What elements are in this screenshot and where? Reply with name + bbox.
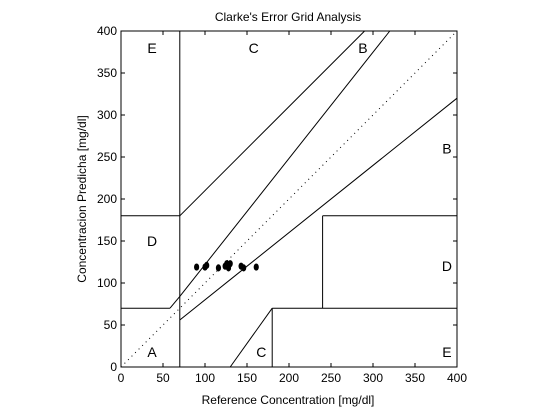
x-tick-label: 250 xyxy=(321,371,341,385)
zone-label: E xyxy=(147,40,156,56)
y-tick-label: 100 xyxy=(97,276,117,290)
y-axis-ticks: 0 50 100 150 200 250 300 350 400 xyxy=(97,24,457,374)
x-tick-label: 150 xyxy=(237,371,257,385)
x-tick-label: 0 xyxy=(118,371,125,385)
x-tick-label: 300 xyxy=(363,371,383,385)
y-tick-label: 50 xyxy=(104,318,118,332)
x-axis-ticks: 0 50 100 150 200 250 300 350 400 xyxy=(118,31,467,385)
y-tick-label: 200 xyxy=(97,192,117,206)
zone-label: C xyxy=(256,344,266,360)
identity-line xyxy=(120,30,458,368)
data-point xyxy=(241,264,247,272)
data-point xyxy=(204,261,210,269)
zone-labels: E C B B D D A C E xyxy=(147,40,452,360)
x-tick-label: 50 xyxy=(156,371,170,385)
x-tick-label: 400 xyxy=(447,371,467,385)
y-tick-label: 0 xyxy=(110,360,117,374)
y-tick-label: 250 xyxy=(97,150,117,164)
zone-label: E xyxy=(442,344,451,360)
zone-boundaries xyxy=(121,30,458,368)
data-point xyxy=(253,263,259,271)
zone-label: A xyxy=(147,344,157,360)
y-axis-label: Concentracion Predicha [mg/dl] xyxy=(75,115,89,282)
y-tick-label: 300 xyxy=(97,108,117,122)
zone-boundary-line xyxy=(179,30,365,217)
zone-label: C xyxy=(249,40,259,56)
zone-label: B xyxy=(358,40,367,56)
x-tick-label: 200 xyxy=(279,371,299,385)
x-axis-label: Reference Concentration [mg/dl] xyxy=(202,393,375,407)
zone-label: D xyxy=(147,233,157,249)
data-point xyxy=(194,263,200,271)
zone-boundary-line xyxy=(179,97,458,321)
zone-boundary-line xyxy=(169,296,181,309)
zone-label: B xyxy=(442,141,451,157)
zone-boundary-line xyxy=(179,30,391,297)
data-point xyxy=(215,264,222,272)
data-points xyxy=(194,260,259,272)
y-tick-label: 150 xyxy=(97,234,117,248)
y-tick-label: 350 xyxy=(97,66,117,80)
zone-label: D xyxy=(442,258,452,274)
chart-title: Clarke's Error Grid Analysis xyxy=(215,10,361,24)
x-tick-label: 350 xyxy=(405,371,425,385)
y-tick-label: 400 xyxy=(97,24,117,38)
zone-boundary-line xyxy=(229,307,273,368)
x-tick-label: 100 xyxy=(195,371,215,385)
identity-dotted-line xyxy=(120,30,458,368)
data-point xyxy=(227,260,233,268)
